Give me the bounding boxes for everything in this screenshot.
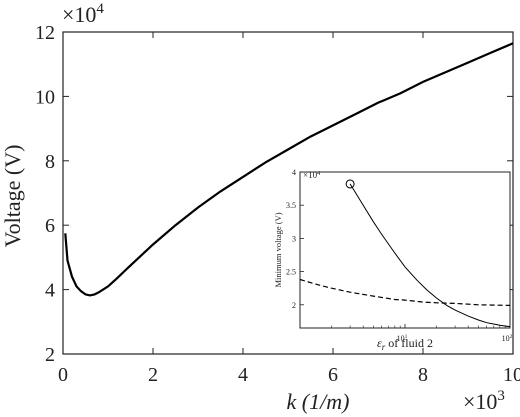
main-y-tick-label: 2 — [45, 344, 55, 366]
inset-x-tick-label: 102 — [502, 334, 513, 343]
main-y-tick-label: 12 — [35, 22, 55, 44]
x-axis-label: k (1/m) — [287, 389, 350, 414]
inset-y-tick-label: 4 — [292, 168, 296, 177]
y-axis-multiplier: ×104 — [62, 1, 104, 27]
main-series-line — [64, 42, 514, 297]
inset-y-tick-label: 3.5 — [286, 201, 296, 210]
inset-y-tick-label: 2 — [292, 301, 296, 310]
inset-y-tick-label: 2.5 — [286, 268, 296, 277]
inset-y-multiplier: ×104 — [303, 170, 320, 180]
main-y-tick-label: 10 — [35, 86, 55, 108]
main-x-tick-label: 2 — [148, 364, 158, 386]
inset-axes-ticks: 101 102 2 2.5 3 3.5 4 — [286, 168, 513, 343]
inset-y-axis-label: Minimum voltage (V) — [273, 212, 283, 287]
main-x-tick-label: 6 — [328, 364, 338, 386]
main-y-tick-label: 4 — [45, 280, 55, 302]
inset-series-dashed — [299, 278, 511, 306]
inset-plot: 101 102 2 2.5 3 3.5 4 ×104 Minimum voltage (V)… — [273, 168, 513, 352]
inset-y-tick-label: 3 — [292, 234, 296, 243]
main-y-tick-label: 8 — [45, 151, 55, 173]
inset-x-axis-label: εr of fluid 2 — [377, 336, 433, 352]
inset-plot-frame — [299, 171, 511, 329]
main-y-tick-label: 6 — [45, 215, 55, 237]
inset-x-tick-label: 101 — [397, 334, 408, 343]
main-x-tick-label: 10 — [503, 364, 520, 386]
inset-marker-circle — [345, 179, 355, 189]
main-x-tick-label: 0 — [58, 364, 68, 386]
y-axis-label: Voltage (V) — [0, 145, 25, 248]
inset-series-solid — [349, 183, 511, 328]
main-x-tick-label: 8 — [418, 364, 428, 386]
x-axis-multiplier: ×103 — [463, 388, 505, 414]
main-x-tick-label: 4 — [238, 364, 248, 386]
